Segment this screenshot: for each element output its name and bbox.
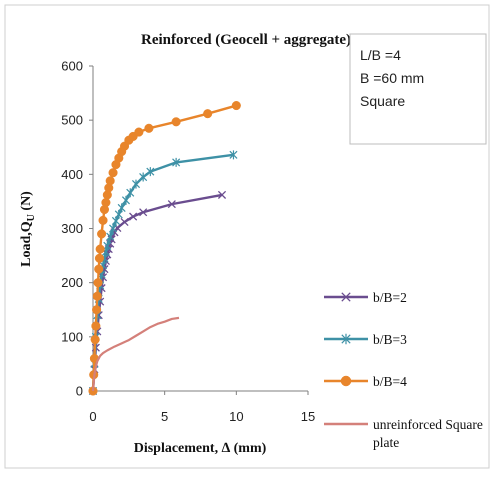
data-point — [231, 100, 241, 111]
data-point — [94, 253, 104, 263]
data-point — [90, 334, 100, 345]
legend-entry: b/B=4 — [324, 374, 407, 389]
data-point — [203, 109, 213, 119]
data-point — [126, 188, 135, 198]
data-point — [108, 168, 118, 178]
data-point — [97, 229, 107, 239]
series-4 — [91, 316, 180, 392]
data-point — [229, 150, 238, 160]
data-point — [98, 215, 108, 225]
x-tick-label: 10 — [229, 409, 243, 424]
x-tick-label: 15 — [301, 409, 315, 424]
chart-title: Reinforced (Geocell + aggregate) — [141, 32, 351, 48]
data-point — [167, 200, 176, 209]
y-axis-title-subscript: U — [26, 214, 37, 221]
legend-entry: b/B=2 — [324, 290, 407, 305]
data-point — [172, 157, 181, 167]
x-tick-label: 0 — [89, 409, 96, 424]
data-point — [106, 232, 115, 242]
legend-swatch-marker — [341, 333, 351, 345]
legend-swatch-marker — [341, 292, 351, 302]
legend-label: b/B=4 — [373, 374, 407, 389]
data-point — [95, 244, 105, 254]
data-point — [217, 190, 227, 199]
y-tick-label: 100 — [61, 329, 83, 344]
data-point — [146, 167, 155, 177]
legend-entry: unreinforced Square plate — [324, 417, 483, 450]
data-point — [93, 278, 103, 288]
data-point — [134, 127, 144, 137]
y-tick-label: 0 — [76, 384, 83, 399]
y-tick-label: 400 — [61, 167, 83, 182]
data-point — [91, 321, 101, 331]
x-tick-label: 5 — [161, 409, 168, 424]
legend-label: b/B=2 — [373, 290, 407, 305]
series-3 — [88, 100, 241, 396]
data-point — [120, 217, 129, 227]
data-point — [131, 179, 141, 189]
data-point — [171, 117, 181, 127]
data-point — [105, 176, 115, 186]
annotation-line-1: L/B =4 — [360, 47, 401, 63]
legend-label: unreinforced Square — [373, 417, 483, 432]
tick-labels: 0 100 200 300 400 500 600 0 5 10 15 — [61, 59, 315, 425]
legend: b/B=2 b/B=3 b/B=4 unreinforced Square plate — [324, 290, 483, 450]
y-tick-label: 300 — [61, 221, 83, 236]
series-layer — [88, 100, 241, 396]
data-point — [139, 208, 148, 217]
data-point — [101, 197, 111, 208]
legend-swatch-marker — [340, 375, 352, 387]
data-point — [103, 241, 112, 251]
series-line — [91, 316, 180, 392]
y-axis-title-main: Load,Q — [19, 221, 34, 267]
series-2 — [88, 150, 238, 396]
annotation-box: L/B =4 B =60 mm Square — [349, 33, 487, 145]
legend-entry: b/B=3 — [324, 332, 407, 347]
data-point — [139, 172, 148, 182]
y-tick-label: 500 — [61, 113, 83, 128]
data-point — [117, 203, 126, 213]
legend-label: b/B=3 — [373, 332, 407, 347]
legend-label: plate — [373, 435, 399, 450]
data-point — [144, 123, 154, 133]
data-point — [129, 212, 138, 221]
annotation-line-3: Square — [360, 93, 405, 109]
x-axis-title: Displacement, ∆ (mm) — [134, 441, 267, 456]
y-tick-label: 600 — [61, 59, 83, 74]
y-tick-label: 200 — [61, 275, 83, 290]
data-point — [121, 195, 130, 205]
data-point — [109, 224, 118, 233]
data-point — [92, 305, 102, 315]
annotation-box-border — [349, 33, 487, 145]
data-point — [92, 291, 102, 301]
y-axis-title-tail: (N) — [19, 191, 34, 214]
data-point — [94, 264, 104, 274]
annotation-line-2: B =60 mm — [360, 70, 424, 86]
y-axis-title: Load,QU (N) — [19, 191, 37, 267]
